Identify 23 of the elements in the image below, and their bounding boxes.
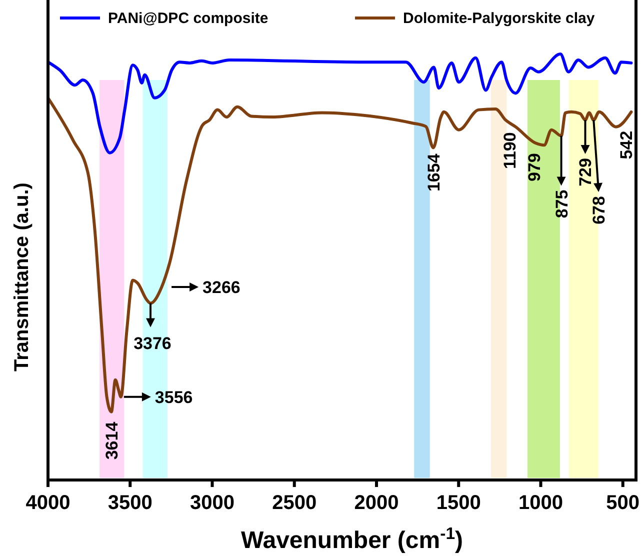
annotation: 1190	[500, 132, 520, 170]
annotation: 678	[590, 196, 609, 224]
annotation: 542	[616, 130, 636, 160]
annotation: 3266	[202, 278, 240, 298]
x-tick-label: 2000	[354, 492, 399, 514]
x-tick-label: 2500	[272, 492, 317, 514]
annotation: 3376	[134, 334, 172, 354]
annotation: 875	[552, 190, 572, 218]
x-tick-label: 500	[606, 492, 640, 514]
annotation: 729	[576, 158, 596, 186]
annotation: 1654	[424, 153, 444, 192]
x-tick-label: 3500	[108, 492, 152, 514]
y-axis-title: Transmittance (a.u.)	[11, 182, 33, 372]
x-tick-label: 1500	[436, 492, 481, 514]
legend-label: Dolomite-Palygorskite clay	[403, 10, 596, 27]
x-tick-label: 3000	[190, 492, 234, 514]
legend-label: PANi@DPC composite	[108, 10, 268, 27]
annotation: 3614	[102, 421, 122, 460]
x-tick-label: 1000	[518, 492, 563, 514]
x-tick-label: 4000	[26, 492, 70, 514]
annotation: 979	[525, 153, 544, 182]
x-axis-title: Wavenumber (cm$^{-1}$)	[240, 524, 464, 554]
annotation: 3556	[154, 388, 193, 407]
